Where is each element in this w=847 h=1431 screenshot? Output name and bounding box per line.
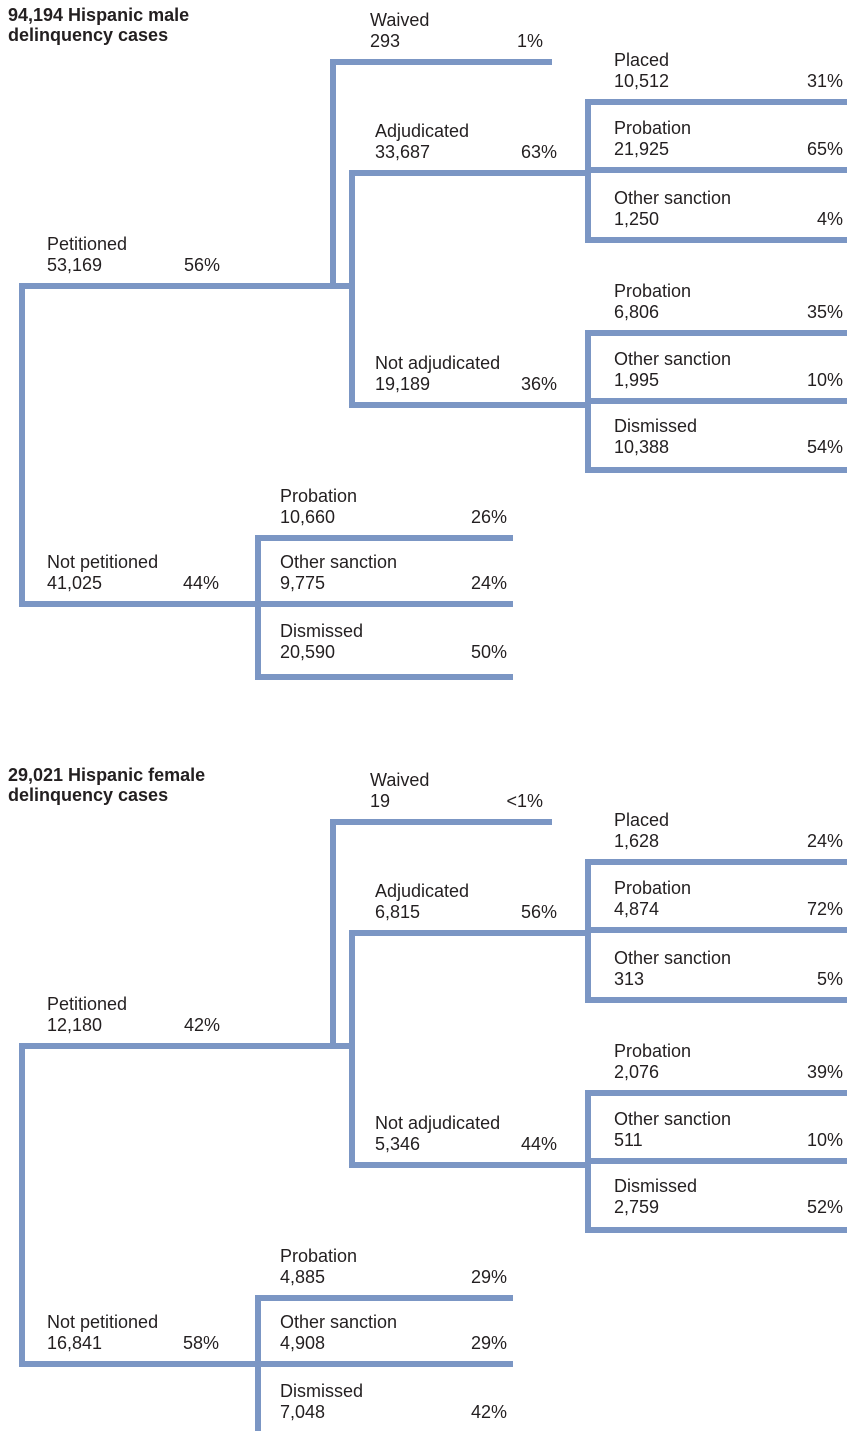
outcome-label: Other sanction bbox=[280, 552, 398, 572]
outcome-pct: 65% bbox=[806, 139, 843, 159]
outcome-pct: 29% bbox=[470, 1333, 507, 1353]
outcome-pct: 52% bbox=[806, 1197, 843, 1217]
outcome-count: 1,250 bbox=[614, 209, 660, 229]
outcome-count: 2,759 bbox=[614, 1197, 660, 1217]
not-adjudicated-pct: 36% bbox=[520, 374, 557, 394]
outcome-label: Probation bbox=[614, 1041, 692, 1061]
tree-title: 94,194 Hispanic male bbox=[8, 5, 190, 25]
petitioned-count: 12,180 bbox=[47, 1015, 103, 1035]
outcome-count: 10,388 bbox=[614, 437, 670, 457]
waived-count: 19 bbox=[370, 791, 391, 811]
waived-label: Waived bbox=[370, 770, 430, 790]
petitioned-pct: 56% bbox=[183, 255, 220, 275]
outcome-pct: 29% bbox=[470, 1267, 507, 1287]
tree-title: delinquency cases bbox=[8, 785, 169, 805]
outcome-pct: 39% bbox=[806, 1062, 843, 1082]
outcome-label: Placed bbox=[614, 50, 670, 70]
not-petitioned-label: Not petitioned bbox=[47, 1312, 159, 1332]
outcome-pct: 35% bbox=[806, 302, 843, 322]
outcome-count: 1,628 bbox=[614, 831, 660, 851]
outcome-label: Dismissed bbox=[280, 1381, 364, 1401]
outcome-count: 2,076 bbox=[614, 1062, 660, 1082]
outcome-label: Other sanction bbox=[280, 1312, 398, 1332]
outcome-pct: 31% bbox=[806, 71, 843, 91]
waived-label: Waived bbox=[370, 10, 430, 30]
waived-pct: 1% bbox=[516, 31, 543, 51]
outcome-label: Probation bbox=[614, 281, 692, 301]
petitioned-count: 53,169 bbox=[47, 255, 103, 275]
outcome-count: 4,874 bbox=[614, 899, 660, 919]
not-petitioned-count: 41,025 bbox=[47, 573, 103, 593]
outcome-pct: 54% bbox=[806, 437, 843, 457]
not-petitioned-pct: 44% bbox=[182, 573, 219, 593]
not-petitioned-pct: 58% bbox=[182, 1333, 219, 1353]
petitioned-label: Petitioned bbox=[47, 994, 128, 1014]
outcome-pct: 10% bbox=[806, 370, 843, 390]
outcome-label: Probation bbox=[614, 118, 692, 138]
outcome-label: Probation bbox=[280, 486, 358, 506]
tree-title: 29,021 Hispanic female bbox=[8, 765, 206, 785]
outcome-pct: 10% bbox=[806, 1130, 843, 1150]
outcome-label: Other sanction bbox=[614, 349, 732, 369]
not-adjudicated-label: Not adjudicated bbox=[375, 353, 501, 373]
outcome-count: 10,660 bbox=[280, 507, 336, 527]
not-adjudicated-count: 19,189 bbox=[375, 374, 431, 394]
not-petitioned-label: Not petitioned bbox=[47, 552, 159, 572]
outcome-pct: 50% bbox=[470, 642, 507, 662]
waived-count: 293 bbox=[370, 31, 401, 51]
outcome-pct: 72% bbox=[806, 899, 843, 919]
adjudicated-label: Adjudicated bbox=[375, 121, 470, 141]
not-adjudicated-count: 5,346 bbox=[375, 1134, 421, 1154]
outcome-label: Dismissed bbox=[614, 416, 698, 436]
adjudicated-label: Adjudicated bbox=[375, 881, 470, 901]
outcome-pct: 42% bbox=[470, 1402, 507, 1422]
outcome-count: 10,512 bbox=[614, 71, 670, 91]
outcome-pct: 5% bbox=[816, 969, 843, 989]
outcome-pct: 24% bbox=[806, 831, 843, 851]
petitioned-label: Petitioned bbox=[47, 234, 128, 254]
waived-pct: <1% bbox=[506, 791, 543, 811]
outcome-count: 511 bbox=[614, 1130, 643, 1150]
not-petitioned-count: 16,841 bbox=[47, 1333, 103, 1353]
outcome-label: Other sanction bbox=[614, 948, 732, 968]
tree-title: delinquency cases bbox=[8, 25, 169, 45]
adjudicated-pct: 56% bbox=[520, 902, 557, 922]
outcome-label: Dismissed bbox=[280, 621, 364, 641]
not-adjudicated-pct: 44% bbox=[520, 1134, 557, 1154]
not-adjudicated-label: Not adjudicated bbox=[375, 1113, 501, 1133]
outcome-label: Probation bbox=[280, 1246, 358, 1266]
outcome-count: 7,048 bbox=[280, 1402, 326, 1422]
outcome-count: 20,590 bbox=[280, 642, 336, 662]
outcome-label: Probation bbox=[614, 878, 692, 898]
outcome-count: 9,775 bbox=[280, 573, 326, 593]
outcome-count: 21,925 bbox=[614, 139, 670, 159]
outcome-label: Placed bbox=[614, 810, 670, 830]
outcome-label: Other sanction bbox=[614, 1109, 732, 1129]
outcome-pct: 4% bbox=[816, 209, 843, 229]
outcome-count: 313 bbox=[614, 969, 645, 989]
outcome-count: 1,995 bbox=[614, 370, 660, 390]
outcome-label: Other sanction bbox=[614, 188, 732, 208]
petitioned-pct: 42% bbox=[183, 1015, 220, 1035]
outcome-count: 6,806 bbox=[614, 302, 660, 322]
outcome-pct: 24% bbox=[470, 573, 507, 593]
outcome-pct: 26% bbox=[470, 507, 507, 527]
outcome-label: Dismissed bbox=[614, 1176, 698, 1196]
adjudicated-count: 6,815 bbox=[375, 902, 421, 922]
outcome-count: 4,885 bbox=[280, 1267, 326, 1287]
outcome-count: 4,908 bbox=[280, 1333, 326, 1353]
adjudicated-count: 33,687 bbox=[375, 142, 431, 162]
adjudicated-pct: 63% bbox=[520, 142, 557, 162]
